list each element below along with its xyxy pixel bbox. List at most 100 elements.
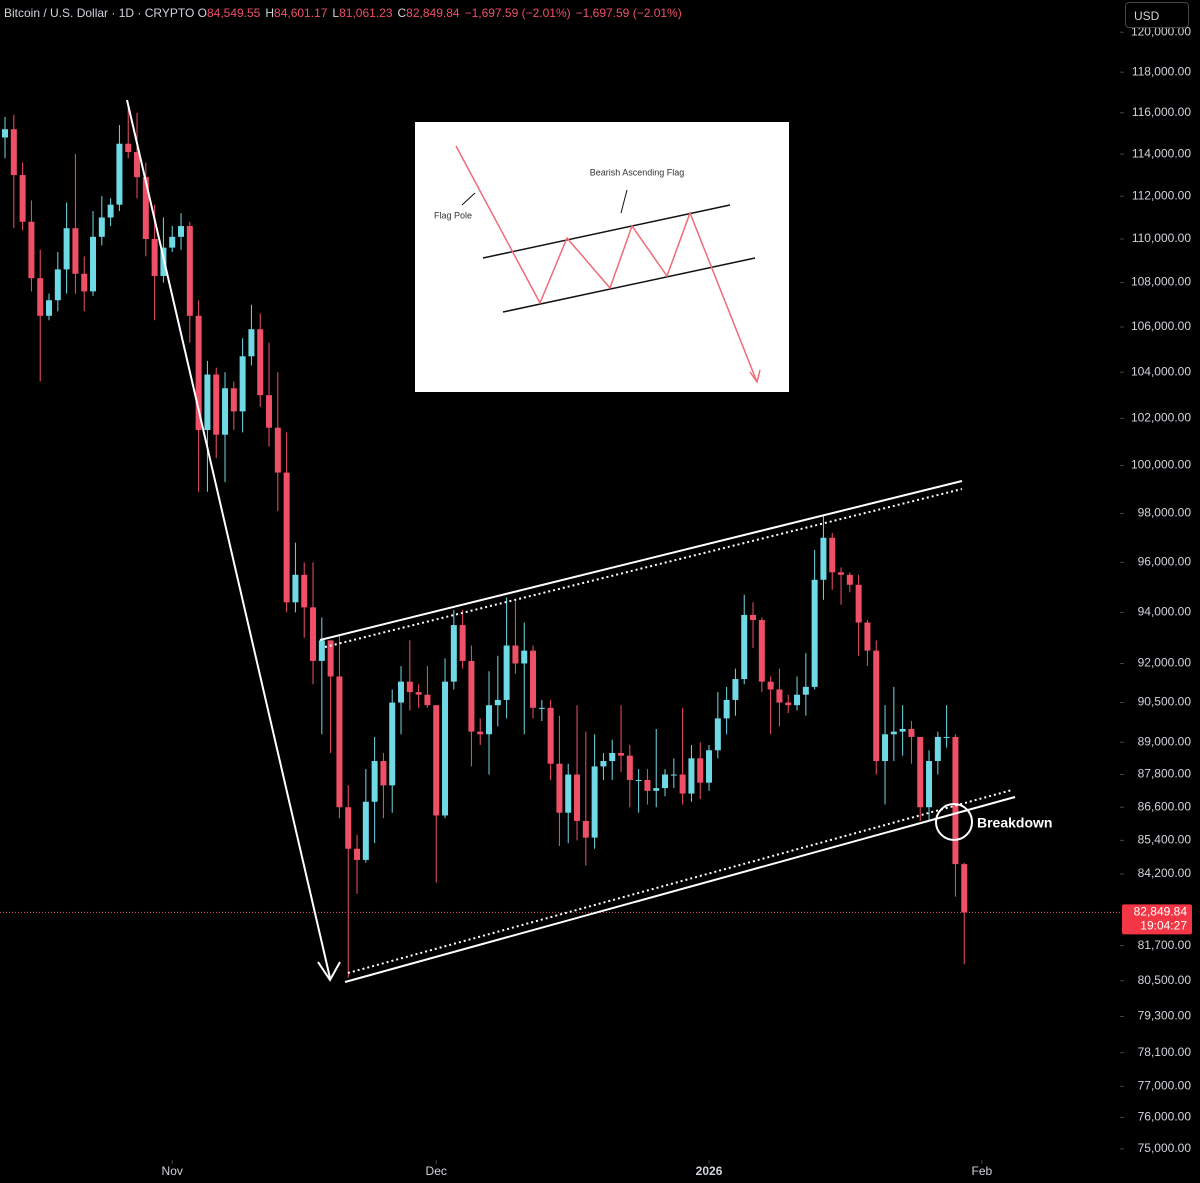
candle-body bbox=[512, 645, 519, 664]
breakdown-label: Breakdown bbox=[977, 815, 1052, 831]
candle-body bbox=[732, 679, 739, 700]
candle-body bbox=[406, 681, 413, 693]
candle-body bbox=[556, 763, 563, 813]
candle-body bbox=[28, 221, 35, 279]
candle-body bbox=[618, 752, 625, 756]
candle-body bbox=[679, 774, 686, 794]
candle-body bbox=[811, 579, 818, 687]
y-tick-label: 81,700.00 bbox=[1138, 938, 1192, 952]
candle-body bbox=[600, 761, 607, 767]
candle-body bbox=[758, 620, 765, 682]
currency-button[interactable]: USD bbox=[1125, 2, 1189, 28]
candle-body bbox=[116, 143, 123, 205]
candle-body bbox=[776, 689, 783, 703]
ohlc-key: O bbox=[197, 6, 207, 20]
candle-body bbox=[574, 774, 581, 821]
y-tick-label: 114,000.00 bbox=[1132, 146, 1191, 160]
y-tick-label: 118,000.00 bbox=[1132, 64, 1191, 78]
candle-body bbox=[503, 645, 510, 700]
change-value: −1,697.59 (−2.01%) bbox=[575, 6, 682, 20]
candle-body bbox=[90, 236, 97, 292]
inset-diagram: Bearish Ascending Flag Flag Pole bbox=[415, 122, 789, 392]
candle-body bbox=[468, 660, 475, 732]
candle-body bbox=[248, 329, 255, 357]
candle-body bbox=[794, 694, 801, 706]
y-tick-label: 96,000.00 bbox=[1138, 555, 1192, 569]
candle-body bbox=[864, 622, 871, 651]
inset-price-path bbox=[455, 145, 758, 383]
candle-body bbox=[890, 731, 897, 735]
candle-body bbox=[714, 718, 721, 751]
candle-body bbox=[107, 204, 114, 218]
candle-body bbox=[266, 395, 273, 428]
x-tick-label: Nov bbox=[162, 1164, 183, 1178]
candle-body bbox=[450, 625, 457, 682]
y-tick-label: 84,200.00 bbox=[1138, 866, 1192, 880]
candle-body bbox=[838, 572, 845, 575]
candle-body bbox=[486, 705, 493, 735]
candle-body bbox=[609, 752, 616, 762]
y-tick-label: 86,600.00 bbox=[1138, 799, 1192, 813]
candle-body bbox=[521, 650, 528, 664]
x-tick-label: Feb bbox=[971, 1164, 992, 1178]
candle-body bbox=[459, 625, 466, 661]
y-tick-label: 85,400.00 bbox=[1138, 833, 1192, 847]
candle-body bbox=[582, 820, 589, 838]
breakdown-circle bbox=[935, 803, 973, 841]
y-tick-label: 98,000.00 bbox=[1138, 506, 1192, 520]
candle-body bbox=[301, 574, 308, 608]
candle-body bbox=[626, 755, 633, 780]
candle-body bbox=[142, 177, 149, 239]
last-price-box bbox=[1122, 904, 1192, 935]
candle-body bbox=[741, 614, 748, 680]
candle-body bbox=[37, 278, 44, 316]
x-tick-label: 2026 bbox=[696, 1164, 723, 1178]
drawings bbox=[126, 99, 1016, 983]
inset-title-arrow bbox=[620, 189, 628, 214]
candle-body bbox=[125, 143, 132, 153]
inset-upper-line bbox=[482, 204, 731, 259]
candle-body bbox=[846, 574, 853, 585]
candle-body bbox=[371, 761, 378, 802]
candle-body bbox=[530, 650, 537, 708]
candle-body bbox=[186, 226, 193, 316]
inset-background bbox=[415, 122, 789, 392]
y-tick-label: 106,000.00 bbox=[1131, 319, 1191, 333]
candle-body bbox=[19, 175, 26, 222]
ohlc-values: O84,549.55 H84,601.17 L81,061.23 C82,849.84… bbox=[198, 6, 687, 20]
candle-body bbox=[908, 728, 915, 737]
y-tick-label: 90,500.00 bbox=[1138, 695, 1192, 709]
ohlc-key: L bbox=[332, 6, 340, 20]
candle-body bbox=[54, 269, 61, 301]
candle-body bbox=[785, 702, 792, 706]
upper-channel-dotted bbox=[324, 488, 963, 648]
candle-body bbox=[961, 864, 968, 913]
candle-body bbox=[415, 692, 422, 695]
candle-body bbox=[882, 734, 889, 762]
candle-body bbox=[494, 699, 501, 706]
y-tick-label: 112,000.00 bbox=[1132, 188, 1191, 202]
y-tick-label: 94,000.00 bbox=[1138, 605, 1192, 619]
symbol: Bitcoin / U.S. Dollar · 1D · CRYPTO bbox=[4, 6, 195, 20]
candle-body bbox=[2, 129, 9, 138]
inset-pole-arrow bbox=[461, 192, 476, 206]
candle-body bbox=[917, 736, 924, 808]
candle-body bbox=[723, 699, 730, 719]
candle-body bbox=[81, 273, 88, 292]
candle-body bbox=[706, 750, 713, 783]
candle-body bbox=[98, 217, 105, 237]
candle-body bbox=[239, 356, 246, 412]
candle-body bbox=[424, 694, 431, 706]
candle-body bbox=[10, 129, 17, 176]
candle-body bbox=[274, 427, 281, 473]
y-tick-label: 102,000.00 bbox=[1131, 411, 1191, 425]
y-tick-label: 89,000.00 bbox=[1138, 734, 1192, 748]
y-tick-label: 92,000.00 bbox=[1138, 656, 1192, 670]
candle-body bbox=[169, 236, 176, 248]
inset-lower-line bbox=[502, 257, 756, 313]
candle-body bbox=[327, 640, 334, 677]
candle-body bbox=[213, 374, 220, 435]
candle-body bbox=[292, 574, 299, 603]
inset-pole-label: Flag Pole bbox=[434, 210, 472, 220]
y-tick-label: 77,000.00 bbox=[1138, 1079, 1192, 1093]
